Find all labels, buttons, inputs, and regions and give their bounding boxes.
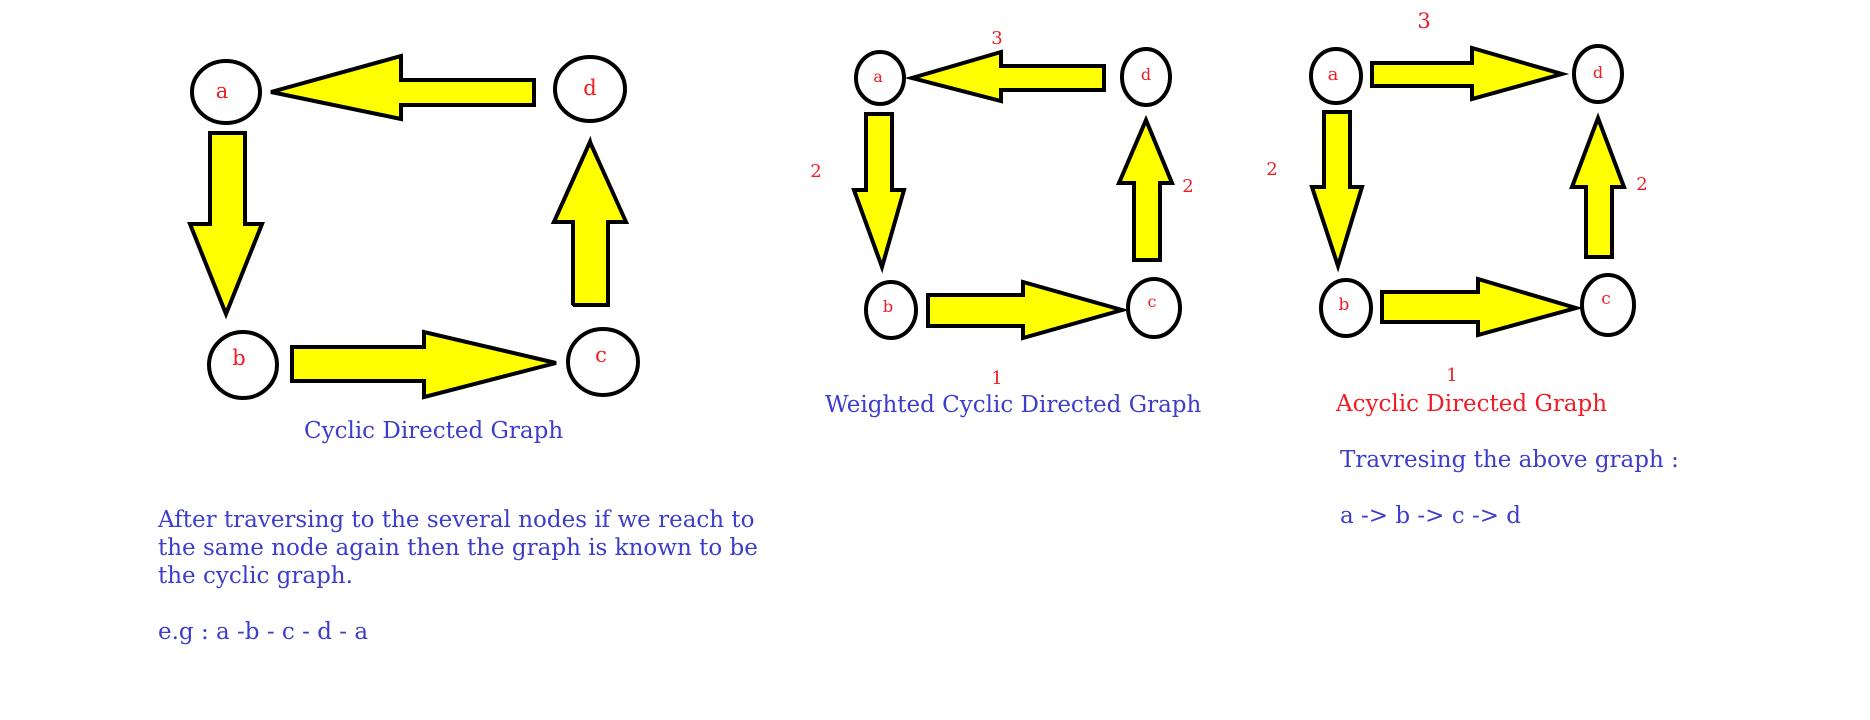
edge-c-to-d-arrow — [1569, 112, 1627, 259]
node-c-label: c — [1601, 289, 1611, 309]
cyclic-graph-caption: Cyclic Directed Graph — [304, 418, 564, 444]
node-c — [1580, 273, 1636, 337]
node-b-label: b — [1339, 295, 1350, 315]
weight-a-b: 2 — [810, 161, 821, 182]
description-line: the same node again then the graph is kn… — [158, 535, 758, 561]
node-a — [190, 59, 262, 125]
node-b — [1319, 278, 1373, 338]
edge-a-to-b-arrow — [1309, 110, 1365, 273]
node-d-label: d — [1141, 65, 1151, 84]
weight-b-c: 1 — [1446, 365, 1457, 386]
acyclic-graph: a d b c 3 2 1 2 — [1266, 9, 1647, 386]
acyclic-graph-caption: Acyclic Directed Graph — [1336, 391, 1608, 417]
weighted-cyclic-graph: a d b c 3 2 1 2 — [810, 28, 1193, 389]
edge-a-to-b-arrow — [851, 112, 907, 274]
node-a-label: a — [1328, 64, 1339, 85]
node-d-label: d — [1593, 63, 1603, 82]
description-line: the cyclic graph. — [158, 563, 353, 589]
weight-a-b: 2 — [1266, 159, 1277, 180]
node-b-label: b — [883, 297, 893, 316]
weight-c-d: 2 — [1182, 176, 1193, 197]
node-d — [1120, 47, 1172, 107]
node-a-label: a — [873, 67, 883, 86]
weighted-graph-caption: Weighted Cyclic Directed Graph — [825, 392, 1202, 418]
edge-b-to-c-arrow — [1380, 276, 1584, 338]
node-a — [854, 50, 906, 106]
node-c-label: c — [1148, 292, 1157, 311]
node-d-label: d — [583, 76, 596, 100]
node-b — [864, 280, 918, 340]
node-d — [553, 55, 627, 123]
node-a-label: a — [216, 79, 229, 103]
node-c — [1126, 277, 1182, 339]
edge-a-to-d-arrow — [1370, 45, 1570, 102]
cyclic-graph-example: e.g : a -b - c - d - a — [158, 619, 369, 645]
traversal-path: a -> b -> c -> d — [1340, 503, 1522, 529]
node-b — [207, 330, 279, 400]
cyclic-graph: a d b c — [187, 53, 640, 400]
edge-d-to-a-arrow — [270, 53, 536, 122]
weight-a-d: 3 — [1417, 9, 1430, 33]
description-line: After traversing to the several nodes if… — [158, 507, 755, 533]
edge-c-to-d-arrow — [1115, 114, 1175, 262]
edge-b-to-c-arrow — [290, 329, 557, 400]
weight-b-c: 1 — [991, 368, 1002, 389]
edge-a-to-b-arrow — [187, 131, 265, 320]
node-a — [1309, 47, 1363, 105]
edge-b-to-c-arrow — [926, 279, 1130, 341]
cyclic-graph-description: After traversing to the several nodes if… — [158, 506, 758, 590]
node-b-label: b — [232, 346, 245, 370]
traversal-label: Travresing the above graph : — [1340, 447, 1679, 473]
node-c-label: c — [595, 343, 607, 367]
node-d — [1572, 44, 1624, 104]
node-c — [566, 327, 640, 397]
edge-d-to-a-arrow — [904, 49, 1106, 104]
weight-c-d: 2 — [1636, 174, 1647, 195]
weight-d-a: 3 — [991, 28, 1002, 49]
